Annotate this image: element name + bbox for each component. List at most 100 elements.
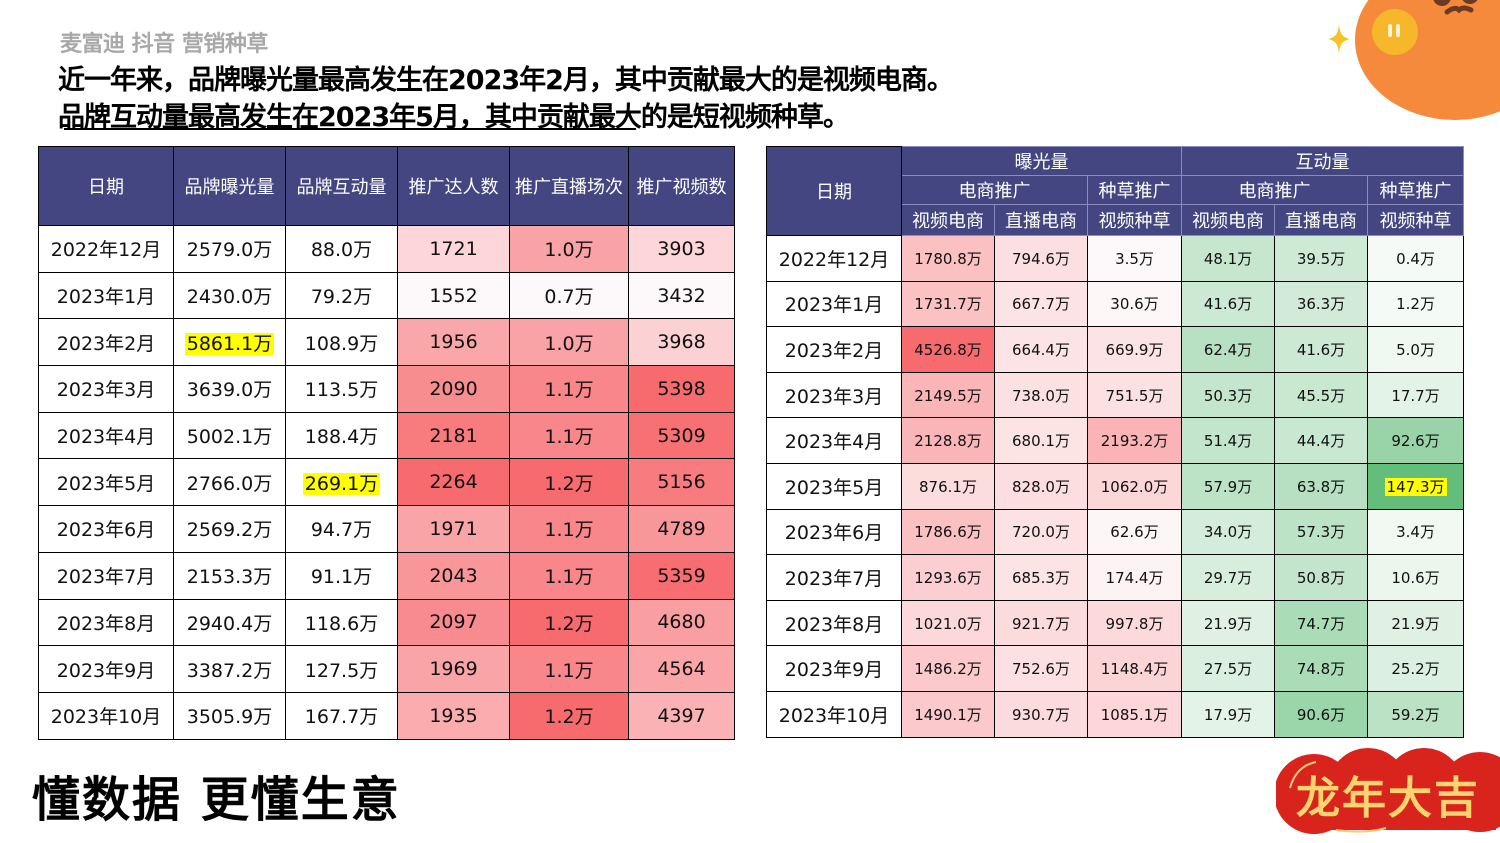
cell-live: 0.7万	[509, 271, 629, 320]
cell-exp-video-ec: 1021.0万	[901, 599, 995, 647]
cell-int-video-ec: 17.9万	[1181, 690, 1276, 738]
cell-value: 44.4万	[1296, 432, 1346, 451]
cell-interaction: 118.6万	[285, 598, 398, 647]
cell-value: 1490.1万	[914, 705, 982, 724]
cell-value: 2097	[429, 611, 478, 634]
cell-creators: 2181	[397, 411, 510, 460]
cell-live: 1.2万	[509, 691, 629, 740]
cell-exp-video-seed: 3.5万	[1086, 235, 1183, 282]
cell-videos: 4680	[628, 598, 735, 647]
cell-int-video-seed: 10.6万	[1367, 554, 1465, 601]
table-row: 2023年3月 3639.0万 113.5万 2090 1.1万 5398	[38, 365, 735, 413]
table-row: 2022年12月 2579.0万 88.0万 1721 1.0万 3903	[38, 225, 735, 273]
table-row: 2023年10月 1490.1万 930.7万 1085.1万 17.9万 90.6万 59…	[766, 690, 1465, 738]
cell-value: 2023年2月	[56, 332, 156, 355]
cell-value: 1.1万	[544, 659, 594, 682]
cell-value: 2023年1月	[56, 286, 156, 309]
cell-videos: 3432	[628, 271, 735, 320]
cell-exp-video-ec: 1731.7万	[901, 280, 995, 328]
cell-int-live-ec: 63.8万	[1274, 462, 1369, 510]
cell-value: 51.4万	[1203, 432, 1253, 451]
cell-exp-video-ec: 876.1万	[901, 462, 995, 510]
breakdown-table: 日期 曝光量 互动量 电商推广 种草推广 电商推广 种草推广 视频电商 直播电商…	[766, 146, 1465, 738]
cell-value: 30.6万	[1110, 295, 1159, 314]
cell-interaction: 188.4万	[285, 411, 398, 460]
headline-underline	[64, 128, 636, 130]
column-header: 推广直播场次	[509, 146, 629, 226]
table-row: 2023年6月 2569.2万 94.7万 1971 1.1万 4789	[38, 505, 735, 553]
cell-exp-video-ec: 4526.8万	[901, 326, 995, 373]
cell-interaction: 79.2万	[285, 271, 398, 320]
cell-int-live-ec: 50.8万	[1274, 554, 1369, 601]
cell-creators: 1721	[397, 225, 510, 273]
cell-value: 59.2万	[1391, 705, 1440, 724]
cell-value: 2940.4万	[186, 612, 273, 635]
cell-value: 1.2万	[1396, 295, 1435, 314]
cell-value: 108.9万	[304, 332, 379, 355]
cell-value: 921.7万	[1012, 614, 1070, 633]
cell-exp-live-ec: 720.0万	[994, 508, 1088, 556]
column-header: 直播电商	[1274, 204, 1369, 236]
cell-int-video-seed: 25.2万	[1367, 645, 1465, 692]
cell-exp-video-seed: 751.5万	[1086, 371, 1183, 419]
cell-value: 5002.1万	[186, 426, 273, 449]
cell-value: 2149.5万	[914, 386, 982, 405]
headline-exposure: 近一年来，品牌曝光量最高发生在2023年2月，其中贡献最大的是视频电商。	[58, 65, 954, 96]
cell-value: 21.9万	[1203, 614, 1253, 633]
cell-videos: 5309	[628, 411, 735, 460]
cell-value: 1786.6万	[914, 523, 982, 542]
cell-value: 29.7万	[1203, 568, 1253, 587]
table-row: 2023年5月 876.1万 828.0万 1062.0万 57.9万 63.8万 147.…	[766, 462, 1465, 510]
cell-value: 91.1万	[310, 566, 373, 589]
cell-creators: 2097	[397, 598, 510, 647]
cell-creators: 1935	[397, 691, 510, 740]
cell-int-live-ec: 41.6万	[1274, 326, 1369, 373]
cell-value: 62.4万	[1203, 340, 1253, 359]
cell-videos: 4564	[628, 645, 735, 693]
cell-value: 1.1万	[544, 379, 594, 402]
cell-creators: 2043	[397, 551, 510, 600]
cell-value: 1021.0万	[914, 614, 982, 633]
cell-live: 1.1万	[509, 365, 629, 413]
table-row: 2023年1月 2430.0万 79.2万 1552 0.7万 3432	[38, 271, 735, 320]
cell-value: 1.1万	[544, 566, 594, 589]
cell-value: 2181	[429, 424, 478, 447]
table-row: 2023年10月 3505.9万 167.7万 1935 1.2万 4397	[38, 691, 735, 740]
table-row: 2023年2月 5861.1万 108.9万 1956 1.0万 3968	[38, 318, 735, 367]
table-row: 2023年2月 4526.8万 664.4万 669.9万 62.4万 41.6万 5.0万	[766, 326, 1465, 373]
cell-value: 2023年3月	[784, 385, 884, 408]
brand-label: 麦富迪 抖音 营销种草	[60, 32, 268, 57]
cell-value: 1780.8万	[914, 249, 982, 268]
cell-exp-live-ec: 930.7万	[994, 690, 1088, 738]
cell-value: 5309	[657, 424, 706, 447]
cell-date: 2023年1月	[38, 271, 174, 320]
cell-value: 1.2万	[544, 472, 594, 495]
cell-date: 2022年12月	[38, 225, 174, 273]
cell-value: 1956	[429, 331, 478, 354]
cell-live: 1.1万	[509, 551, 629, 600]
cell-value: 1.1万	[544, 426, 594, 449]
cell-int-video-seed: 3.4万	[1367, 508, 1465, 556]
subgroup-header-seeding: 种草推广	[1367, 175, 1465, 205]
group-header-interaction: 互动量	[1181, 146, 1465, 176]
cell-exp-video-seed: 174.4万	[1086, 554, 1183, 601]
cell-value: 794.6万	[1012, 249, 1070, 268]
cell-live: 1.2万	[509, 458, 629, 507]
cell-value: 2023年8月	[784, 613, 884, 636]
cell-interaction: 127.5万	[285, 645, 398, 693]
cell-value: 667.7万	[1012, 295, 1070, 314]
cell-date: 2023年4月	[38, 411, 174, 460]
cell-value: 41.6万	[1203, 295, 1253, 314]
cell-value: 3639.0万	[186, 379, 273, 402]
cell-value: 720.0万	[1012, 523, 1070, 542]
cell-date: 2023年3月	[38, 365, 174, 413]
cell-value: 1552	[429, 284, 478, 307]
cell-interaction: 113.5万	[285, 365, 398, 413]
cell-exp-live-ec: 828.0万	[994, 462, 1088, 510]
cell-value: 94.7万	[310, 519, 373, 542]
cell-int-video-seed: 147.3万	[1367, 462, 1465, 510]
cell-value: 2023年5月	[56, 472, 156, 495]
cell-int-video-ec: 27.5万	[1181, 645, 1276, 692]
table-row: 2023年9月 1486.2万 752.6万 1148.4万 27.5万 74.8万 25.…	[766, 645, 1465, 692]
cell-value: 1731.7万	[914, 295, 982, 314]
